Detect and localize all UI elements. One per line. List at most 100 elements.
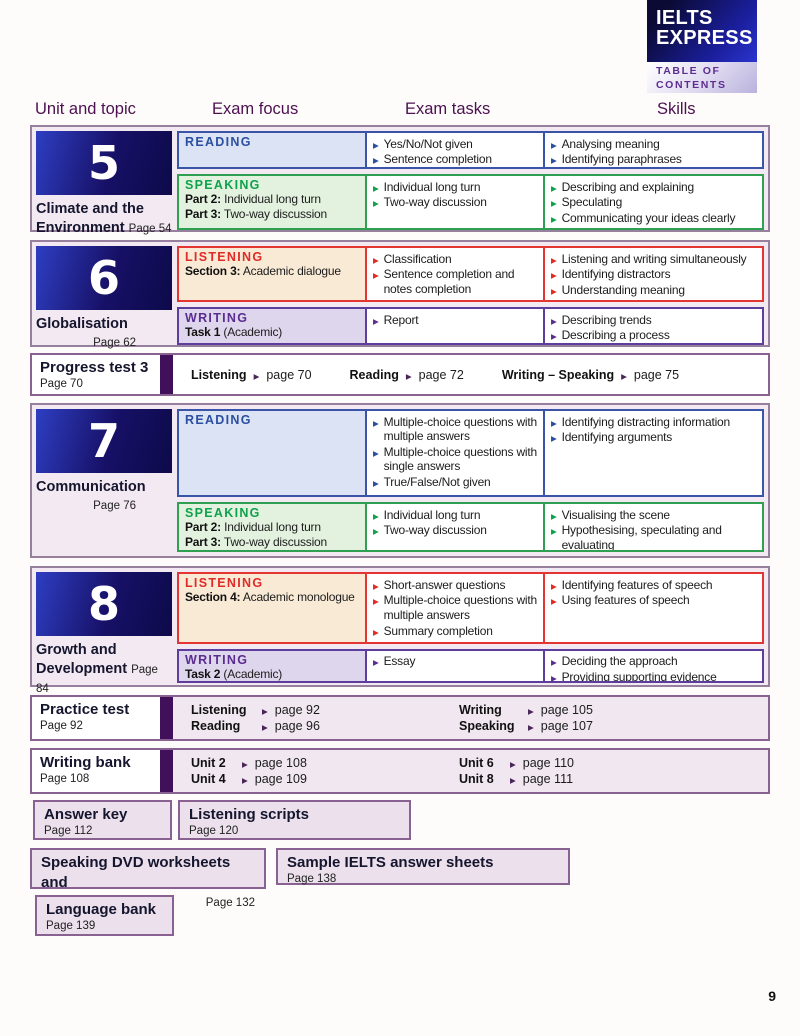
progress-test-title: Progress test 3 (40, 359, 149, 376)
unit-5-page-label: Page 54 (128, 222, 172, 235)
link-page: page 110 (522, 756, 574, 770)
focus-line-text: Academic monologue (242, 590, 355, 604)
exam-focus-cell: WRITING Task 1 (Academic) (177, 307, 367, 345)
skill-item: Using features of speech (551, 593, 756, 607)
focus-line: Part 2: Individual long turn (185, 520, 359, 535)
exam-task-item: Individual long turn (373, 180, 537, 194)
exam-focus-cell: LISTENING Section 4: Academic monologue (177, 572, 367, 644)
focus-line-bold: Section 4: (185, 590, 241, 604)
unit-6-number-badge: 6 (36, 246, 172, 310)
focus-line-text: Academic dialogue (242, 264, 341, 278)
progress-test-links: Listening page 70 Reading page 72 Writing … (173, 355, 768, 394)
focus-line: Part 2: Individual long turn (185, 192, 359, 207)
bullet-arrow-icon (551, 313, 562, 327)
exam-task-text: Sentence completion and notes completion (383, 267, 515, 296)
unit-8-number-badge: 8 (36, 572, 172, 636)
skill-text: Describing and explaining (561, 179, 695, 194)
exam-tasks-cell: Essay (365, 648, 545, 683)
bullet-arrow-icon (373, 508, 384, 522)
exam-task-item: Report (373, 313, 537, 327)
exam-task-item: Multiple-choice questions with multiple … (373, 415, 538, 444)
sample-answer-sheets-title: Sample IELTS answer sheets (287, 854, 494, 871)
unit-5-title-text: Climate and the Environment (36, 201, 144, 236)
focus-title: WRITING (185, 652, 249, 667)
skill-text: Analysing meaning (561, 136, 660, 151)
link-page: page 96 (274, 719, 320, 733)
focus-line-text: Individual long turn (224, 520, 321, 534)
toc-link: Speaking page 107 (459, 719, 593, 733)
skill-text: Communicating your ideas clearly (561, 211, 736, 226)
page-number: 9 (768, 988, 776, 1004)
skill-item: Identifying distracting information (551, 415, 756, 429)
writing-bank-title: Writing bank (40, 754, 131, 771)
bullet-arrow-icon (373, 578, 384, 592)
link-label: Unit 6 (459, 756, 494, 770)
bullet-arrow-icon (551, 578, 562, 592)
exam-task-item: Sentence completion and notes completion (373, 267, 537, 296)
skill-text: Hypothesising, speculating and evaluatin… (561, 523, 722, 552)
exam-tasks-cell: Report (365, 307, 545, 345)
link-arrow-icon (399, 368, 419, 382)
exam-task-text: Two-way discussion (383, 523, 487, 538)
toc-link: Writing page 105 (459, 703, 593, 717)
exam-task-text: Individual long turn (383, 179, 481, 194)
divider-bar (160, 355, 173, 394)
unit-7-speaking-row: SPEAKING Part 2: Individual long turn Pa… (177, 502, 764, 552)
bullet-arrow-icon (551, 195, 562, 209)
divider-bar (160, 750, 173, 792)
focus-line-text: Two-way discussion (223, 535, 327, 549)
exam-task-item: Short-answer questions (373, 578, 537, 592)
skill-item: Identifying paraphrases (551, 152, 756, 166)
column-header-unit-and-topic: Unit and topic (35, 100, 136, 118)
bullet-arrow-icon (551, 252, 562, 266)
bullet-arrow-icon (373, 445, 384, 459)
skills-cell: Listening and writing simultaneously Ide… (543, 246, 764, 302)
exam-tasks-cell: Individual long turn Two-way discussion (365, 502, 545, 552)
toc-link: Unit 6 page 110 (459, 756, 574, 770)
unit-8-block: 8 Growth and Development Page 84 LISTENI… (30, 566, 770, 695)
bullet-arrow-icon (373, 267, 384, 281)
link-arrow-icon (247, 368, 267, 382)
bullet-arrow-icon (373, 252, 384, 266)
links-column-1: Listening page 92 Reading page 96 (191, 703, 459, 733)
link-page: page 75 (633, 367, 680, 382)
bullet-arrow-icon (551, 415, 562, 429)
link-arrow-icon (235, 756, 255, 770)
skill-item: Identifying features of speech (551, 578, 756, 592)
focus-title: WRITING (185, 311, 249, 325)
exam-task-text: Yes/No/Not given (383, 136, 473, 151)
exam-task-text: True/False/Not given (383, 475, 491, 490)
unit-7-rows: READING Multiple-choice questions with m… (177, 409, 764, 552)
unit-7-title: Communication Page 76 (36, 478, 172, 514)
exam-task-text: Report (383, 312, 419, 327)
exam-task-item: Multiple-choice questions with single an… (373, 445, 538, 474)
toc-link: Listening page 92 (191, 703, 459, 717)
unit-6-listening-row: LISTENING Section 3: Academic dialogue C… (177, 246, 764, 302)
bullet-arrow-icon (373, 195, 384, 209)
unit-8-title-text: Growth and Development (36, 642, 128, 677)
focus-line: Section 3: Academic dialogue (185, 264, 359, 279)
progress-test-3-row: Progress test 3 Page 70 Listening page 70… (30, 353, 770, 396)
exam-task-item: Classification (373, 252, 537, 266)
bullet-arrow-icon (373, 152, 384, 166)
focus-line-text: (Academic) (223, 666, 283, 681)
ielts-express-logo: IELTS EXPRESS TABLE OF CONTENTS (647, 0, 757, 93)
unit-8-writing-row: WRITING Task 2 (Academic) Essay Deciding… (177, 648, 764, 683)
link-label: Writing (459, 703, 502, 717)
logo-title-line2: EXPRESS (656, 26, 753, 49)
speaking-dvd-title-line1: Speaking DVD worksheets and (41, 854, 231, 891)
link-label: Unit 8 (459, 772, 494, 786)
bullet-arrow-icon (551, 180, 562, 194)
exam-tasks-cell: Classification Sentence completion and n… (365, 246, 545, 302)
unit-5-number-badge: 5 (36, 131, 172, 195)
practice-test-links: Listening page 92 Reading page 96 Writing p… (173, 697, 768, 739)
focus-line-bold: Task 1 (185, 325, 221, 339)
bullet-arrow-icon (551, 430, 562, 444)
unit-7-reading-row: READING Multiple-choice questions with m… (177, 409, 764, 497)
link-arrow-icon (521, 719, 541, 733)
focus-title: LISTENING (185, 250, 264, 264)
answer-key-title: Answer key (44, 806, 128, 823)
toc-link: Listening page 70 (191, 368, 312, 382)
bullet-arrow-icon (551, 593, 562, 607)
